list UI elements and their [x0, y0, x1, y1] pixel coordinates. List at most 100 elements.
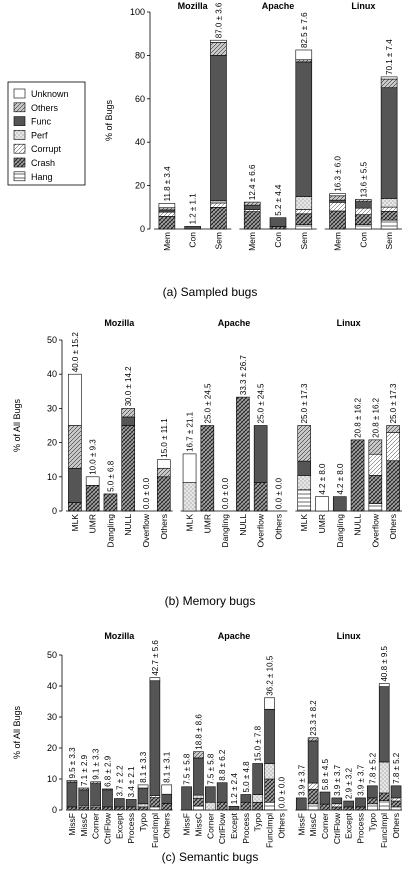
bar-segment — [240, 801, 252, 811]
bar-segment — [378, 683, 390, 687]
bar-segment — [158, 216, 176, 230]
x-tick-label: Con — [188, 232, 198, 248]
bar-segment — [307, 740, 319, 784]
bar-segment — [253, 425, 268, 483]
y-tick-label: 100 — [130, 7, 145, 17]
group-title: Linux — [337, 631, 361, 641]
y-axis-label: % of All Bugs — [12, 398, 22, 452]
caption: (a) Sampled bugs — [163, 285, 258, 299]
bar-segment — [380, 206, 398, 212]
group-title: Apache — [218, 631, 251, 641]
x-tick-label: Others — [388, 514, 398, 540]
value-label: 13.6 ± 5.5 — [359, 161, 368, 197]
x-tick-label: Dangling — [105, 514, 115, 548]
bar-segment — [158, 209, 176, 213]
x-tick-label: MissC — [79, 813, 89, 837]
x-tick-label: Except — [344, 812, 354, 839]
bar-segment — [315, 496, 329, 512]
bar-segment — [216, 782, 228, 803]
bar-segment — [161, 803, 173, 811]
y-tick-label: 0 — [52, 805, 57, 815]
bar-segment — [252, 763, 264, 795]
x-tick-label: NULL — [353, 514, 363, 536]
value-label: 4.2 ± 8.0 — [336, 463, 345, 495]
y-axis-label: % of Bugs — [104, 99, 114, 141]
value-label: 9.1 ± 3.3 — [92, 748, 101, 780]
caption: (b) Memory bugs — [165, 594, 256, 608]
bar-segment — [78, 787, 90, 791]
value-label: 7.8 ± 5.2 — [392, 752, 401, 784]
value-label: 8.1 ± 3.1 — [163, 751, 172, 783]
x-tick-label: Others — [273, 514, 283, 540]
bar-segment — [243, 209, 261, 212]
bar-segment — [158, 203, 176, 209]
y-tick-label: 40 — [47, 681, 57, 691]
bar-segment — [102, 788, 113, 791]
value-label: 40.8 ± 9.5 — [380, 645, 389, 681]
value-label: 23.3 ± 8.2 — [309, 700, 318, 736]
bar-segment — [264, 801, 275, 811]
bar-segment — [295, 59, 313, 63]
bar-segment — [295, 213, 313, 225]
bar-segment — [297, 425, 312, 462]
bar-segment — [149, 795, 161, 798]
value-label: 6.8 ± 2.9 — [103, 755, 112, 787]
x-tick-label: UMR — [317, 514, 327, 533]
value-label: 18.8 ± 8.6 — [194, 714, 203, 750]
legend-swatch — [13, 116, 26, 126]
value-label: 3.9 ± 3.7 — [333, 764, 342, 796]
y-tick-label: 30 — [47, 403, 57, 413]
bar-segment — [137, 806, 149, 811]
y-axis-label: % of All Bugs — [12, 705, 22, 759]
bar-segment — [380, 78, 398, 89]
x-tick-label: FuncImpl — [379, 813, 389, 848]
group-title: Mozilla — [178, 1, 209, 11]
bar-segment — [156, 459, 171, 469]
x-tick-label: Overflow — [370, 513, 380, 547]
x-tick-label: MissF — [182, 813, 192, 836]
bar-segment — [380, 219, 398, 230]
y-tick-label: 40 — [47, 369, 57, 379]
value-label: 42.7 ± 5.6 — [151, 640, 160, 676]
bar-segment — [102, 806, 113, 811]
x-tick-label: CtrlFlow — [217, 812, 227, 844]
value-label: 3.4 ± 2.1 — [127, 766, 136, 798]
x-tick-label: MLK — [299, 514, 309, 532]
bar-segment — [329, 195, 346, 201]
bar-segment — [307, 782, 319, 790]
y-tick-label: 30 — [47, 712, 57, 722]
bar-segment — [181, 786, 192, 811]
x-tick-label: Except — [114, 812, 124, 839]
value-label: 16.7 ± 21.1 — [186, 411, 195, 452]
value-label: 36.2 ± 10.5 — [266, 655, 275, 696]
caption: (c) Semantic bugs — [162, 850, 259, 864]
value-label: 25.0 ± 17.3 — [389, 383, 398, 424]
legend-swatch — [13, 102, 26, 113]
x-tick-label: Typo — [367, 813, 377, 832]
x-tick-label: Corner — [205, 813, 215, 839]
value-label: 8.8 ± 6.2 — [218, 749, 227, 781]
x-tick-label: Overflow — [141, 513, 151, 547]
bar-segment — [121, 408, 136, 418]
bar-segment — [355, 224, 372, 230]
bar-segment — [243, 201, 261, 206]
bar-segment — [161, 784, 173, 795]
legend-label: Func — [31, 117, 52, 127]
bar-segment — [210, 42, 227, 56]
bar-segment — [85, 485, 100, 512]
value-label: 1.2 ± 2.4 — [230, 773, 239, 805]
value-label: 3.9 ± 3.7 — [297, 764, 306, 796]
legend-swatch — [13, 88, 26, 99]
x-tick-label: MLK — [70, 514, 80, 532]
group-title: Mozilla — [104, 631, 135, 641]
bar-segment — [193, 751, 204, 759]
bar-segment — [319, 791, 331, 805]
bar-segment — [331, 797, 343, 805]
bar-segment — [355, 207, 372, 215]
x-tick-label: Dangling — [335, 514, 345, 548]
legend-label: Corrupt — [31, 144, 62, 154]
bar-segment — [243, 204, 261, 210]
bar-segment — [193, 794, 204, 799]
bar-segment — [156, 467, 171, 478]
